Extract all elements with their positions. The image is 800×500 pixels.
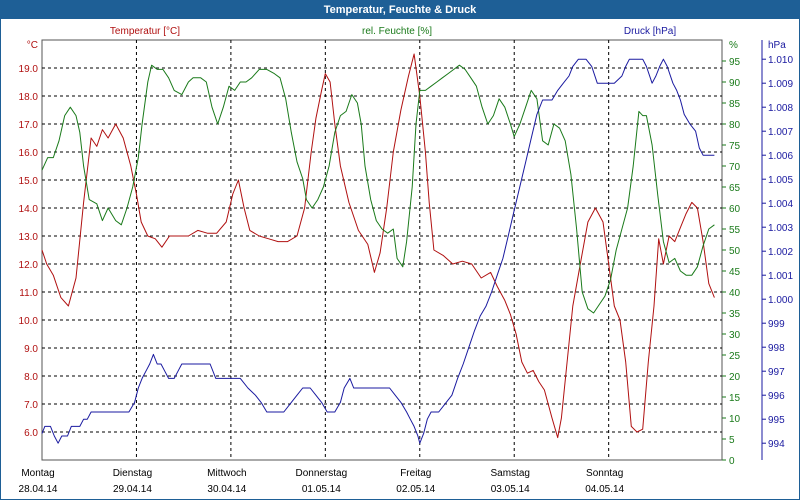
humidity-tick-label: 5 <box>729 435 735 446</box>
humidity-tick-label: 50 <box>729 246 741 257</box>
day-label: Mittwoch <box>207 468 246 479</box>
date-label: 02.05.14 <box>396 484 435 495</box>
temperature-tick-label: 18.0 <box>19 92 39 103</box>
day-label: Sonntag <box>586 468 623 479</box>
series-line-pressure <box>41 58 715 444</box>
temperature-tick-label: 11.0 <box>19 288 38 299</box>
day-label: Dienstag <box>113 468 152 479</box>
pressure-tick-label: 1.004 <box>768 199 793 210</box>
pressure-tick-label: 1.010 <box>768 55 793 66</box>
humidity-tick-label: 55 <box>729 225 741 236</box>
date-label: 29.04.14 <box>113 484 152 495</box>
pressure-tick-label: 998 <box>768 343 785 354</box>
temperature-tick-label: 15.0 <box>19 176 39 187</box>
day-label: Montag <box>21 468 54 479</box>
series-line-temperature <box>41 53 715 439</box>
temperature-tick-label: 12.0 <box>19 260 39 271</box>
series-line-humidity <box>41 64 715 314</box>
day-label: Freitag <box>400 468 431 479</box>
humidity-tick-label: 10 <box>729 414 741 425</box>
temperature-tick-label: 7.0 <box>24 400 38 411</box>
pressure-unit-label: hPa <box>768 40 786 51</box>
pressure-tick-label: 1.002 <box>768 247 793 258</box>
chart-title: Temperatur, Feuchte & Druck <box>1 1 799 19</box>
pressure-tick-label: 996 <box>768 391 785 402</box>
temperature-unit-label: °C <box>27 40 38 51</box>
pressure-tick-label: 999 <box>768 319 785 330</box>
humidity-tick-label: 95 <box>729 57 741 68</box>
date-label: 03.05.14 <box>491 484 530 495</box>
temperature-tick-label: 9.0 <box>24 344 38 355</box>
pressure-tick-label: 997 <box>768 367 785 378</box>
humidity-tick-label: 60 <box>729 204 741 215</box>
date-label: 28.04.14 <box>19 484 58 495</box>
humidity-tick-label: 80 <box>729 120 741 131</box>
temperature-axis-title: Temperatur [°C] <box>110 26 180 37</box>
humidity-tick-label: 90 <box>729 78 741 89</box>
temperature-tick-label: 13.0 <box>19 232 39 243</box>
plot-frame <box>41 39 723 461</box>
pressure-axis-title: Druck [hPa] <box>624 26 676 37</box>
date-label: 01.05.14 <box>302 484 341 495</box>
pressure-tick-label: 1.008 <box>768 103 793 114</box>
humidity-tick-label: 30 <box>729 330 741 341</box>
humidity-tick-label: 40 <box>729 288 741 299</box>
temperature-tick-label: 17.0 <box>19 120 39 131</box>
temperature-tick-label: 10.0 <box>19 316 39 327</box>
day-label: Donnerstag <box>295 468 347 479</box>
humidity-tick-label: 85 <box>729 99 741 110</box>
date-label: 04.05.14 <box>585 484 624 495</box>
temperature-tick-label: 19.0 <box>19 64 39 75</box>
humidity-tick-label: 75 <box>729 141 741 152</box>
pressure-tick-label: 994 <box>768 439 785 450</box>
pressure-tick-label: 1.000 <box>768 295 793 306</box>
pressure-tick-label: 1.007 <box>768 127 793 138</box>
temperature-tick-label: 16.0 <box>19 148 39 159</box>
humidity-tick-label: 70 <box>729 162 741 173</box>
humidity-tick-label: 0 <box>729 456 735 467</box>
date-label: 30.04.14 <box>207 484 246 495</box>
pressure-tick-label: 1.006 <box>768 151 793 162</box>
humidity-axis-title: rel. Feuchte [%] <box>362 26 432 37</box>
temperature-tick-label: 6.0 <box>24 428 38 439</box>
humidity-tick-label: 45 <box>729 267 741 278</box>
pressure-tick-label: 995 <box>768 415 785 426</box>
humidity-tick-label: 15 <box>729 393 741 404</box>
pressure-tick-label: 1.005 <box>768 175 793 186</box>
pressure-tick-label: 1.003 <box>768 223 793 234</box>
temperature-tick-label: 8.0 <box>24 372 38 383</box>
humidity-tick-label: 65 <box>729 183 741 194</box>
humidity-tick-label: 25 <box>729 351 741 362</box>
humidity-unit-label: % <box>729 40 738 51</box>
humidity-tick-label: 35 <box>729 309 741 320</box>
pressure-tick-label: 1.001 <box>768 271 793 282</box>
day-label: Samstag <box>490 468 529 479</box>
pressure-tick-label: 1.009 <box>768 79 793 90</box>
temperature-tick-label: 14.0 <box>19 204 39 215</box>
humidity-tick-label: 20 <box>729 372 741 383</box>
